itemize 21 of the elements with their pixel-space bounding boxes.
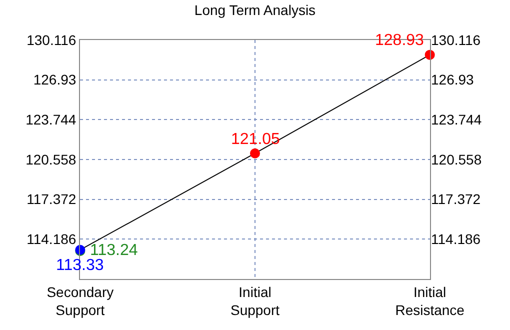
data-label: 113.33 (56, 257, 104, 274)
y-tick-label: 126.93 (33, 72, 76, 88)
y2-tick-label: 123.744 (431, 112, 482, 128)
y2-tick-label: 126.93 (431, 72, 474, 88)
data-label: 121.05 (231, 131, 280, 148)
y2-tick-label: 114.186 (431, 231, 481, 248)
x-tick-label: Initial Support (230, 284, 280, 318)
y2-tick-label: 120.558 (431, 151, 482, 168)
x-tick-label: Initial Resistance (395, 284, 465, 318)
y-tick-label: 123.744 (26, 112, 76, 128)
y2-tick-label: 117.372 (431, 191, 481, 208)
data-label: 113.24 (90, 242, 138, 259)
y2-tick-label: 130.116 (431, 32, 481, 48)
point (250, 148, 260, 158)
y-tick-label: 120.558 (26, 151, 76, 168)
x-tick-label: Secondary Support (46, 284, 114, 318)
y-tick-label: 117.372 (26, 191, 76, 208)
data-label: 128.93 (375, 32, 424, 49)
chart-title: Long Term Analysis (194, 2, 316, 18)
y-tick-label: 130.116 (26, 32, 76, 48)
y-tick-label: 114.186 (26, 231, 76, 248)
